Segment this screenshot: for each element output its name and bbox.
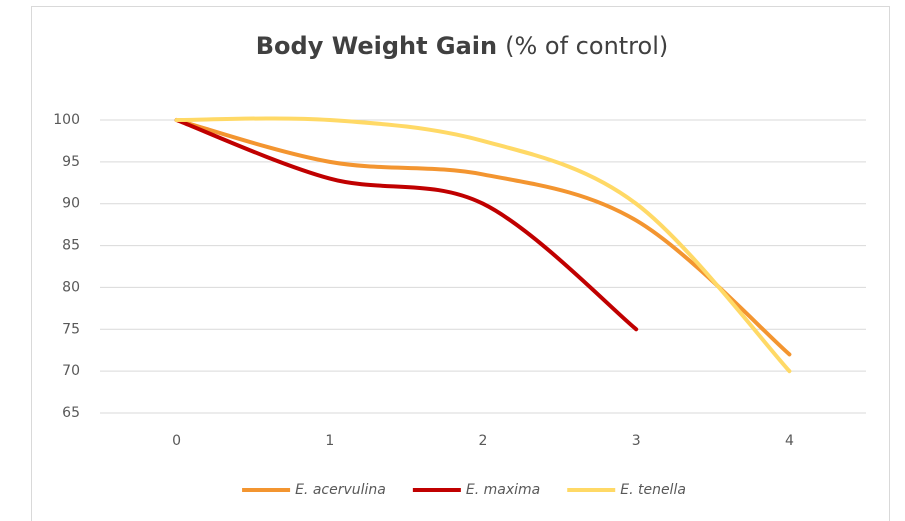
y-tick-label: 100 — [53, 112, 80, 128]
legend-label: E. acervulina — [295, 482, 386, 498]
series-line — [174, 118, 639, 332]
y-tick-label: 65 — [62, 405, 80, 421]
x-tick-label: 1 — [325, 433, 334, 449]
y-tick-label: 90 — [62, 196, 80, 212]
legend: E. acervulina E. maxima E. tenella — [242, 482, 686, 498]
y-tick-label: 80 — [62, 279, 80, 295]
y-tick-label: 70 — [62, 363, 80, 379]
y-tick-label: 75 — [62, 321, 80, 337]
x-tick-label: 3 — [632, 433, 641, 449]
x-tick-label: 2 — [479, 433, 488, 449]
title-main: Body Weight Gain — [256, 32, 497, 60]
y-tick-label: 85 — [62, 238, 80, 254]
x-tick-label: 0 — [172, 433, 181, 449]
legend-label: E. tenella — [620, 482, 686, 498]
legend-label: E. maxima — [466, 482, 540, 498]
y-tick-label: 95 — [62, 154, 80, 170]
series-line — [174, 118, 792, 357]
x-tick-label: 4 — [785, 433, 794, 449]
chart-border — [31, 6, 890, 521]
series-line — [174, 116, 792, 374]
title-unit: (% of control) — [505, 32, 668, 60]
chart-title: Body Weight Gain (% of control) — [256, 32, 669, 60]
